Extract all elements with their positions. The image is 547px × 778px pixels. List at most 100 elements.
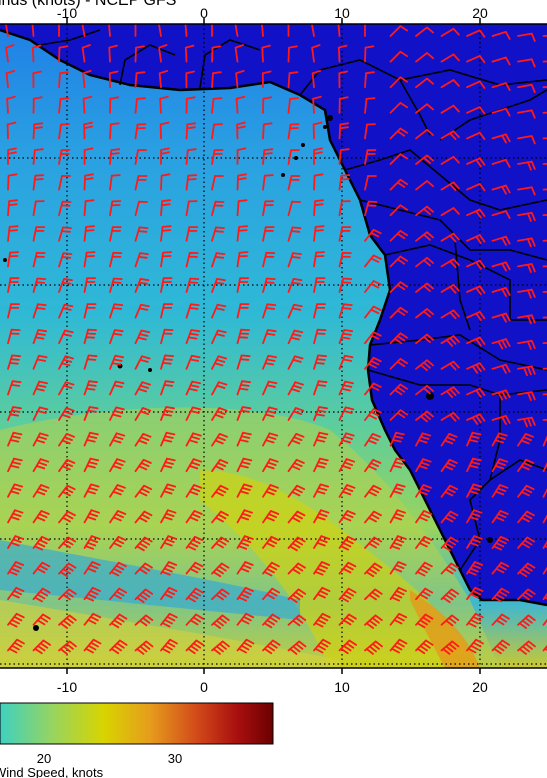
wind-barb	[517, 186, 536, 196]
wind-barb	[517, 314, 536, 325]
wind-barb	[7, 586, 25, 601]
wind-barb	[134, 588, 154, 603]
wind-barb	[542, 111, 547, 114]
wind-barb	[415, 639, 434, 655]
wind-barb	[83, 612, 102, 626]
wind-barb	[287, 562, 306, 575]
wind-barb	[109, 303, 124, 319]
wind-barb	[364, 254, 382, 268]
wind-barb	[134, 381, 151, 396]
wind-barb	[440, 562, 459, 575]
wind-barb	[287, 433, 305, 447]
wind-barb	[312, 121, 323, 140]
wind-barb	[313, 173, 324, 191]
wind-barb	[211, 45, 222, 63]
wind-barb	[517, 58, 536, 68]
wind-barb	[313, 354, 327, 370]
wind-barb	[287, 252, 302, 268]
wind-barb	[313, 277, 326, 293]
wind-barb	[235, 95, 246, 114]
wind-barb	[466, 336, 486, 347]
wind-barb	[389, 612, 408, 626]
wind-band-orange	[410, 590, 480, 668]
wind-barb	[262, 561, 280, 577]
wind-barb	[159, 95, 169, 114]
wind-barb	[338, 251, 352, 268]
wind-barb	[58, 614, 77, 629]
wind-barb	[287, 381, 304, 396]
wind-barb	[32, 200, 45, 217]
wind-barb	[7, 612, 25, 628]
wind-barb	[466, 131, 486, 141]
wind-barb	[83, 225, 95, 242]
wind-barb	[338, 484, 356, 498]
wind-barb	[491, 338, 511, 350]
wind-barb	[211, 381, 228, 396]
wind-barb	[364, 382, 382, 396]
wind-barb	[236, 586, 254, 602]
wind-barb	[211, 303, 227, 319]
wind-barb	[7, 199, 18, 217]
wind-barb	[83, 406, 99, 421]
wind-barb	[83, 173, 94, 191]
wind-barb	[389, 483, 406, 498]
wind-barb	[364, 228, 382, 242]
wind-barb	[517, 391, 536, 401]
wind-barb	[83, 251, 96, 268]
wind-barb	[338, 329, 354, 345]
wind-barb	[109, 613, 128, 629]
wind-barb	[517, 211, 536, 222]
wind-barb	[491, 159, 511, 168]
wind-barb	[184, 44, 195, 63]
colorbar-label: Wind Speed, knots	[0, 765, 104, 778]
wind-barb	[364, 280, 382, 293]
wind-barb	[466, 29, 486, 38]
wind-barb	[466, 561, 484, 576]
wind-barb	[287, 407, 305, 421]
wind-barb	[58, 71, 69, 89]
wind-barb	[32, 122, 44, 140]
wind-barb	[236, 173, 247, 191]
wind-barb	[389, 332, 408, 345]
wind-barb	[287, 458, 305, 473]
wind-barb	[415, 308, 434, 319]
wind-barb	[160, 173, 171, 191]
wind-barb	[32, 510, 50, 524]
wind-barb	[364, 640, 383, 655]
wind-barb	[262, 122, 273, 140]
wind-barb	[491, 210, 511, 219]
wind-barb	[83, 380, 98, 396]
wind-barb	[262, 96, 273, 114]
wind-barb	[466, 80, 486, 89]
wind-barb	[491, 587, 510, 603]
wind-barb	[313, 328, 327, 345]
wind-barb	[287, 614, 307, 627]
wind-barb	[313, 431, 329, 447]
wind-barb	[185, 587, 204, 603]
wind-barb	[109, 587, 127, 601]
wind-barb	[211, 458, 229, 473]
wind-barb	[134, 97, 146, 114]
wind-barb	[364, 433, 381, 447]
wind-barb	[364, 123, 376, 140]
wind-barb	[58, 355, 74, 370]
wind-barb	[542, 137, 547, 140]
wind-barb	[211, 149, 224, 165]
wind-barb	[83, 147, 94, 165]
wind-barb	[134, 252, 149, 268]
wind-barb	[389, 281, 408, 293]
wind-barb	[83, 121, 93, 140]
wind-barb	[313, 586, 331, 601]
wind-barb	[262, 329, 277, 345]
wind-barb	[32, 303, 47, 319]
wind-barb	[491, 235, 511, 246]
wind-barb	[58, 433, 75, 447]
wind-barb	[109, 96, 120, 114]
wind-barb	[58, 484, 76, 498]
wind-barb	[262, 148, 274, 165]
wind-barb	[466, 183, 486, 192]
wind-barb	[542, 188, 547, 191]
map-area	[0, 24, 547, 668]
wind-barb	[287, 45, 298, 63]
